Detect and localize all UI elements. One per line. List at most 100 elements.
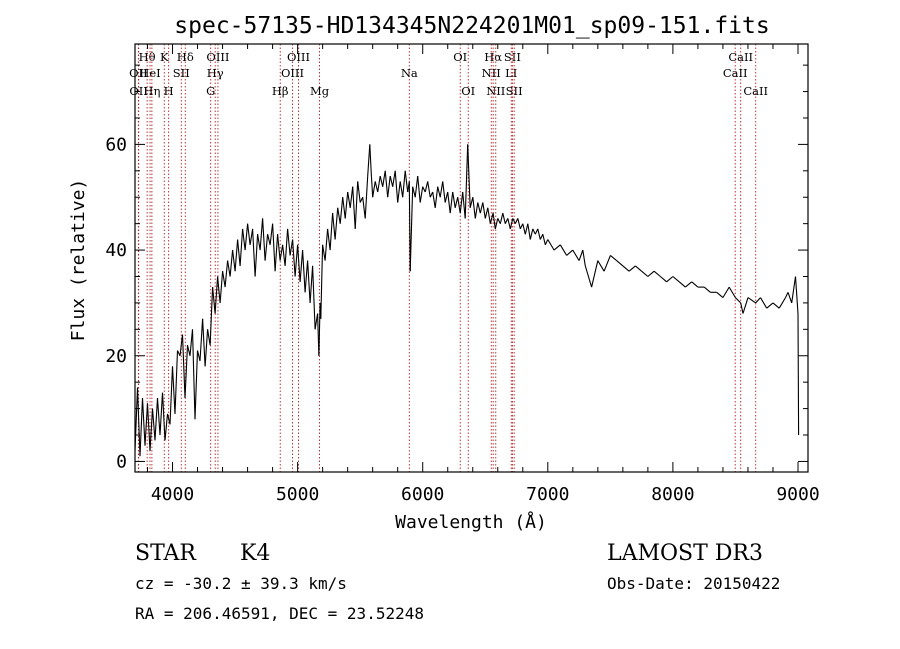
spectrum-segment-6: [149, 408, 154, 451]
spectrum-segment-190: [672, 276, 680, 283]
spectrum-segment-164: [534, 228, 539, 235]
line-marker-label-27: CaII: [743, 84, 768, 98]
spectrum-segment-170: [553, 244, 561, 251]
spectrum-segment-98: [372, 181, 376, 198]
line-marker-label-20: SII: [504, 50, 521, 64]
spectrum-segment-158: [519, 223, 524, 230]
spectrum-segment-159: [522, 223, 526, 235]
spectrum-segment-27: [202, 318, 206, 367]
spectrum-segment-203: [747, 297, 757, 304]
line-marker-label-13: OIII: [281, 66, 304, 80]
spectrum-segment-12: [164, 413, 169, 441]
spectrum-segment-109: [399, 181, 404, 198]
spectrum-segment-212: [794, 276, 799, 314]
spectrum-segment-166: [539, 233, 544, 240]
spectrum-segment-167: [542, 234, 546, 245]
spectrum-segment-142: [479, 202, 484, 214]
spectrum-segment-185: [641, 270, 649, 277]
spectrum-segment-134: [459, 191, 464, 214]
y-tick-label-60: 60: [105, 134, 127, 155]
x-tick-label-9000: 9000: [776, 484, 819, 505]
spectrum-segment-100: [377, 176, 381, 193]
spectrum-segment-2: [139, 397, 144, 457]
spectrum-segment-93: [362, 197, 366, 219]
spectrum-segment-59: [282, 244, 286, 266]
spectrum-segment-204: [755, 297, 761, 304]
line-marker-label-21: NII: [482, 66, 501, 80]
line-marker-label-6: SII: [173, 66, 190, 80]
spectrum-segment-71: [312, 265, 316, 330]
spectrum-segment-15: [171, 366, 176, 414]
redshift-velocity: cz = -30.2 ± 39.3 km/s: [135, 574, 347, 593]
spectrum-segment-19: [181, 334, 186, 399]
spectrum-segment-55: [272, 223, 276, 272]
spectrum-segment-211: [791, 276, 797, 303]
spectrum-segment-169: [547, 239, 555, 251]
spectrum-segment-155: [512, 218, 516, 224]
spectrum-segment-67: [302, 250, 306, 293]
spectrum-segment-140: [474, 202, 479, 219]
spectrum-segment-125: [437, 186, 441, 198]
line-marker-label-10: Hγ: [207, 66, 224, 80]
spectrum-segment-96: [369, 144, 372, 177]
x-tick-label-8000: 8000: [651, 484, 694, 505]
spectrum-segment-115: [412, 186, 416, 198]
spectrum-segment-141: [477, 202, 481, 214]
spectrum-segment-8: [154, 397, 159, 441]
spectrum-segment-79: [327, 228, 331, 251]
spectrum-segment-1: [136, 387, 141, 457]
spectrum-segment-49: [257, 234, 261, 251]
spectrum-segment-205: [760, 297, 768, 309]
spectrum-segment-24: [194, 350, 199, 420]
spectrum-segment-130: [449, 191, 454, 214]
spectrum-segment-33: [217, 276, 221, 303]
spectrum-segment-144: [484, 207, 489, 219]
spectrum-segment-66: [299, 250, 304, 282]
spectrum-segment-78: [324, 228, 329, 261]
x-axis-ticks: 4000 5000 6000 7000 8000 9000: [147, 44, 820, 505]
spectrum-segment-151: [502, 212, 506, 224]
line-marker-label-22: LI: [505, 66, 517, 80]
spectrum-segment-4: [144, 403, 149, 446]
spectrum-segment-110: [402, 170, 406, 198]
line-marker-label-23: NII: [486, 84, 505, 98]
spectrum-segment-99: [374, 181, 379, 193]
spectrum-segment-30: [209, 287, 214, 346]
line-marker-label-26: CaII: [723, 66, 748, 80]
spectrum-segment-95: [367, 144, 371, 177]
spectrum-segment-154: [509, 218, 514, 230]
spectrum-segment-14: [169, 366, 174, 425]
spectrum-segment-103: [384, 170, 389, 198]
spectrum-segment-23: [191, 329, 196, 420]
spectrum-segment-64: [294, 244, 299, 277]
spectrum-segment-26: [199, 318, 204, 362]
spectrum-segment-58: [279, 244, 284, 261]
spectrum-segment-132: [454, 197, 459, 208]
line-marker-label-18: OI: [461, 84, 475, 98]
spectrum-segment-126: [439, 181, 444, 198]
y-axis-label: Flux (relative): [68, 179, 89, 342]
spectrum-segment-51: [262, 218, 266, 261]
spectrum-segment-60: [284, 228, 289, 266]
spectrum-segment-70: [309, 265, 314, 303]
line-marker-label-24: SII: [506, 84, 523, 98]
spectrum-segment-187: [653, 270, 661, 277]
spectrum-segment-86: [344, 191, 349, 219]
object-class: STAR: [135, 541, 197, 566]
line-marker-label-12: OIII: [287, 50, 310, 64]
spectrum-segment-175: [582, 250, 586, 266]
spectrum-segment-11: [161, 392, 166, 441]
spectrum-segment-77: [322, 244, 326, 261]
x-tick-label-7000: 7000: [526, 484, 569, 505]
spectrum-segment-202: [742, 297, 749, 314]
spectrum-segment-42: [239, 228, 244, 266]
spectrum-segment-160: [524, 223, 529, 235]
line-marker-label-14: Hβ: [272, 84, 289, 98]
line-marker-label-2: OII: [129, 84, 148, 98]
spectrum-segment-176: [584, 265, 593, 288]
y-tick-label-0: 0: [116, 451, 127, 472]
spectrum-segment-157: [517, 218, 521, 230]
spectrum-segment-68: [304, 260, 309, 293]
